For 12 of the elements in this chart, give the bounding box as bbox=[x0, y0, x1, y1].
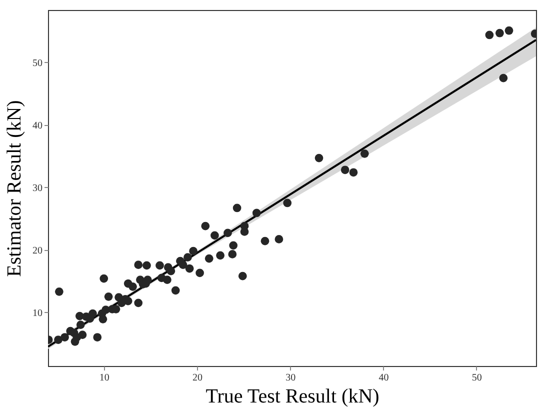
y-tick-label: 10 bbox=[32, 308, 42, 319]
x-tick-label: 40 bbox=[378, 372, 389, 384]
y-tick-label: 20 bbox=[32, 245, 42, 256]
y-axis-title: Estimator Result (kN) bbox=[4, 100, 26, 277]
y-tick-label: 40 bbox=[32, 120, 42, 132]
x-tick-label: 10 bbox=[99, 372, 110, 384]
y-tick-label: 30 bbox=[32, 182, 42, 194]
x-tick-label: 20 bbox=[192, 372, 203, 384]
y-tick-label: 50 bbox=[32, 58, 42, 69]
x-tick-label: 50 bbox=[472, 372, 482, 384]
x-tick-label: 30 bbox=[286, 372, 296, 384]
x-axis-title: True Test Result (kN) bbox=[206, 386, 380, 408]
